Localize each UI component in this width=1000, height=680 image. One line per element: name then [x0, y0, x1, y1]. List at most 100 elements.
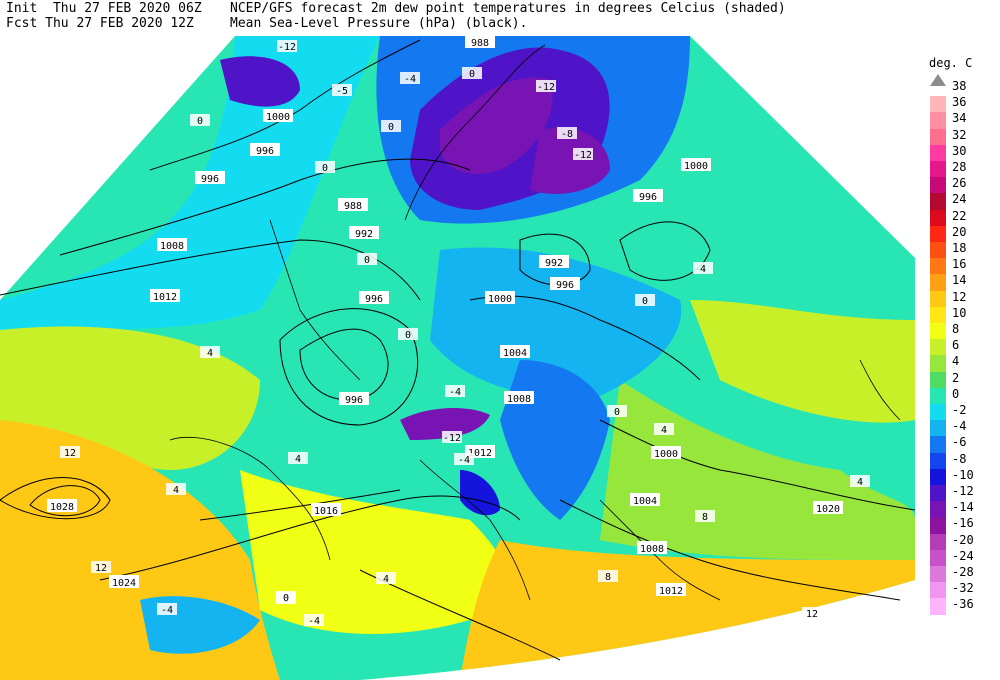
legend-label: 16 — [952, 257, 967, 272]
legend-item: 32 — [926, 121, 998, 145]
dewpoint-label: -4 — [304, 614, 324, 627]
legend-swatch — [930, 452, 946, 469]
svg-text:0: 0 — [197, 116, 203, 127]
legend-item: -2 — [926, 396, 998, 421]
legend-swatch — [930, 404, 946, 421]
legend-swatch — [930, 420, 946, 437]
dewpoint-label: 8 — [695, 510, 715, 523]
svg-text:0: 0 — [388, 122, 394, 133]
legend-item: 8 — [926, 315, 998, 340]
svg-text:1004: 1004 — [503, 348, 527, 359]
dewpoint-label: -4 — [445, 385, 465, 398]
svg-text:988: 988 — [344, 201, 362, 212]
legend-swatch — [930, 225, 946, 242]
svg-text:1012: 1012 — [153, 292, 177, 303]
svg-text:1024: 1024 — [112, 578, 136, 589]
legend-swatch — [930, 339, 946, 356]
svg-text:996: 996 — [256, 146, 274, 157]
legend-label: 4 — [952, 354, 960, 369]
legend-swatch — [930, 242, 946, 259]
legend-label: 30 — [952, 143, 967, 158]
coastlines — [169, 44, 901, 601]
legend-swatch — [930, 355, 946, 372]
legend-label: -6 — [952, 435, 967, 450]
legend-item: 24 — [926, 185, 998, 210]
dewpoint-label: 0 — [276, 591, 296, 604]
legend-item: 38 — [926, 72, 998, 92]
pressure-label: 1004 — [630, 493, 660, 507]
legend-swatch — [930, 193, 946, 210]
dewpoint-label: 4 — [288, 452, 308, 465]
legend-swatch — [930, 582, 946, 599]
pressure-label: 1000 — [485, 291, 515, 305]
svg-text:-5: -5 — [336, 86, 348, 97]
dewpoint-label: -12 — [442, 431, 462, 444]
dewpoint-label: -8 — [557, 127, 577, 140]
pressure-label: 1000 — [681, 158, 711, 172]
pressure-label: 992 — [539, 255, 569, 269]
pressure-label: 1008 — [504, 391, 534, 405]
svg-text:1028: 1028 — [50, 502, 74, 513]
legend-item: 6 — [926, 331, 998, 356]
dewpoint-field — [0, 36, 915, 680]
pressure-label: 1024 — [109, 575, 139, 589]
svg-text:4: 4 — [700, 264, 706, 275]
svg-text:-12: -12 — [443, 433, 461, 444]
svg-text:-12: -12 — [537, 82, 555, 93]
legend-swatch — [930, 128, 946, 145]
legend-swatch — [930, 566, 946, 583]
svg-text:992: 992 — [545, 258, 563, 269]
svg-text:1008: 1008 — [160, 241, 184, 252]
svg-text:1000: 1000 — [684, 161, 708, 172]
legend-swatch — [930, 112, 946, 129]
legend-swatch — [930, 598, 946, 615]
legend-swatch — [930, 258, 946, 275]
legend-item: -20 — [926, 526, 998, 550]
legend-item: 34 — [926, 104, 998, 129]
legend-item: -24 — [926, 542, 998, 566]
legend-label: 38 — [952, 79, 967, 93]
svg-text:-4: -4 — [458, 455, 470, 466]
forecast-time: Fcst Thu 27 FEB 2020 12Z — [6, 16, 194, 31]
init-time: Init Thu 27 FEB 2020 06Z — [6, 1, 202, 16]
legend-swatch — [930, 306, 946, 323]
legend-label: -12 — [952, 484, 974, 498]
legend-label: -28 — [952, 565, 974, 579]
svg-text:-8: -8 — [561, 129, 573, 140]
legend-swatch — [930, 209, 946, 226]
svg-text:12: 12 — [64, 448, 76, 459]
dewpoint-label: -12 — [277, 40, 297, 53]
legend-label: 10 — [952, 305, 967, 320]
pressure-label: 988 — [338, 198, 368, 212]
svg-text:0: 0 — [469, 69, 475, 80]
svg-text:4: 4 — [173, 485, 179, 496]
svg-text:4: 4 — [295, 454, 301, 465]
legend-label: 12 — [952, 289, 967, 304]
dewpoint-label: -4 — [400, 72, 420, 85]
legend-label: 36 — [952, 95, 967, 110]
legend-item: -32 — [926, 574, 998, 599]
legend-item: 22 — [926, 202, 998, 226]
svg-text:1008: 1008 — [507, 394, 531, 405]
svg-text:996: 996 — [201, 174, 219, 185]
dewpoint-label: -4 — [454, 453, 474, 466]
legend-swatch — [930, 371, 946, 388]
legend-swatch — [930, 274, 946, 291]
legend-label: -36 — [952, 597, 974, 612]
svg-text:988: 988 — [471, 38, 489, 49]
svg-text:996: 996 — [556, 280, 574, 291]
pressure-label: 1020 — [813, 501, 843, 515]
svg-text:1000: 1000 — [488, 294, 512, 305]
dewpoint-label: 0 — [607, 405, 627, 418]
svg-text:0: 0 — [642, 296, 648, 307]
legend-label: -24 — [952, 548, 974, 563]
svg-text:8: 8 — [702, 512, 708, 523]
legend-item: 18 — [926, 234, 998, 259]
legend-label: 34 — [952, 111, 967, 126]
svg-text:1020: 1020 — [816, 504, 840, 515]
dewpoint-label: 0 — [398, 328, 418, 341]
legend-label: 2 — [952, 370, 960, 385]
legend-label: 32 — [952, 127, 967, 142]
svg-text:1012: 1012 — [468, 448, 492, 459]
